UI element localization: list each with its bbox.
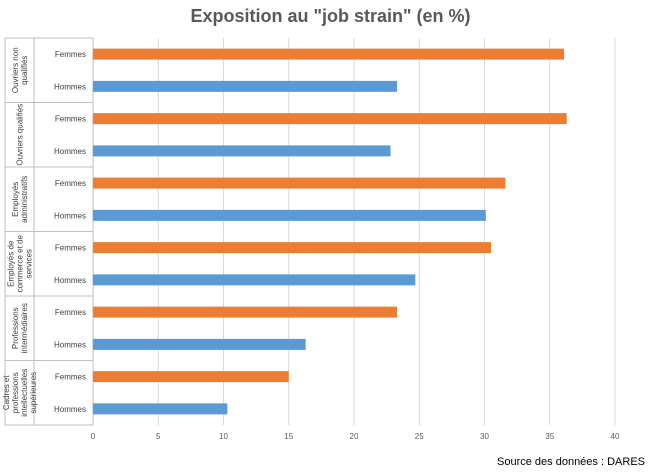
bar-femmes [93,177,506,189]
group-label-line: intermédiaires [20,303,29,353]
x-tick-label: 20 [350,432,359,441]
group-label-line: supérieures [29,372,38,414]
group-label: Ouvriers qualifiés [16,104,25,166]
bar-hommes [93,274,416,286]
group-label: Professionsintermédiaires [11,303,29,353]
group-label: Employés decommerce et deservices [7,235,34,293]
group-label-line: Professions [11,307,20,349]
x-tick-label: 30 [480,432,489,441]
group-label-line: Ouvriers qualifiés [16,104,25,166]
bar-category-label: Femmes [55,115,86,124]
bar-category-label: Hommes [54,276,86,285]
bar-hommes [93,338,306,350]
group-label: Employésadministratifs [11,176,29,223]
group-label-line: services [25,249,34,278]
bar-femmes [93,113,567,125]
bar-category-label: Hommes [54,340,86,349]
bar-category-label: Femmes [55,308,86,317]
bar-femmes [93,48,565,60]
group-label-line: professions [11,372,20,413]
chart-title: Exposition au "job strain" (en %) [190,6,471,26]
bar-category-label: Hommes [54,211,86,220]
x-tick-label: 10 [219,432,228,441]
group-label: Cadres etprofessionsintellectuellessupér… [2,369,38,417]
group-label-line: qualifiés [20,56,29,85]
group-label-line: Ouvriers non [11,47,20,93]
group-label-line: intellectuelles [20,369,29,417]
bar-femmes [93,242,492,254]
bar-hommes [93,80,398,92]
bar-category-label: Femmes [55,179,86,188]
bar-category-label: Femmes [55,244,86,253]
group-label-line: commerce et de [16,235,25,293]
bar-category-label: Femmes [55,50,86,59]
x-tick-label: 25 [415,432,424,441]
bar-hommes [93,403,228,415]
bar-category-label: Hommes [54,405,86,414]
bar-femmes [93,371,289,383]
group-label-line: Cadres et [2,375,11,410]
group-label-line: administratifs [20,176,29,223]
x-tick-label: 5 [156,432,161,441]
group-label-line: Employés [11,182,20,217]
x-tick-label: 40 [611,432,620,441]
x-tick-label: 15 [284,432,293,441]
group-label: Ouvriers nonqualifiés [11,47,29,93]
group-label-line: Employés de [7,240,16,287]
bar-category-label: Femmes [55,373,86,382]
bar-femmes [93,306,398,318]
bar-hommes [93,209,486,221]
bar-category-label: Hommes [54,82,86,91]
x-tick-label: 0 [91,432,96,441]
source-note: Source des données : DARES [497,456,645,468]
x-tick-label: 35 [545,432,554,441]
bar-hommes [93,145,391,157]
bar-category-label: Hommes [54,147,86,156]
